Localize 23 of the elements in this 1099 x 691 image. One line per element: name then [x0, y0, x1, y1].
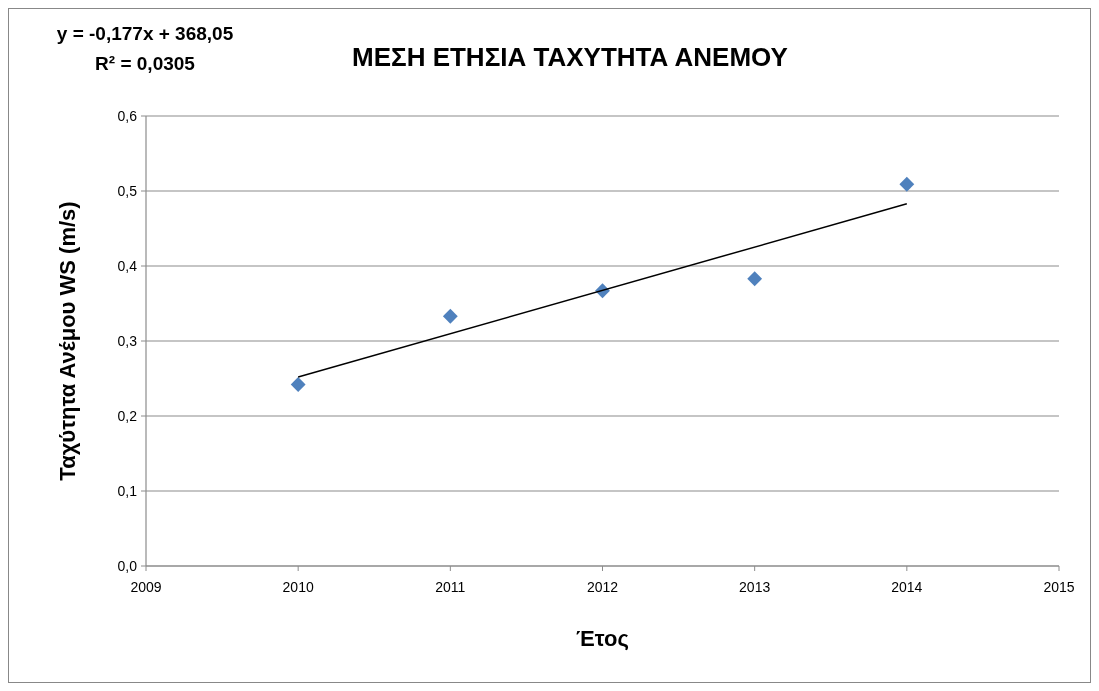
x-tick-label: 2014	[891, 579, 923, 595]
point	[747, 271, 763, 287]
x-tick-label: 2011	[435, 579, 466, 595]
x-tick-label: 2009	[130, 579, 162, 595]
y-tick-label: 0,4	[117, 257, 138, 274]
x-tick-label: 2012	[586, 579, 619, 595]
text: R² = 0,0305	[95, 53, 196, 74]
y-tick-label: 0,5	[117, 182, 138, 199]
y-tick-label: 0,1	[117, 482, 138, 499]
chart-title: ΜΕΣΗ ΕΤΗΣΙΑ ΤΑΧΥΤΗΤΑ ΑΝΕΜΟΥ	[352, 42, 788, 72]
x-tick-label: 2015	[1043, 579, 1075, 595]
y-tick-label: 0,2	[117, 407, 138, 424]
point	[290, 377, 306, 392]
y-axis-title: Ταχύτητα Ανέμου WS (m/s)	[55, 201, 80, 481]
y-tick-label: 0,0	[117, 557, 138, 574]
x-tick-label: 2013	[739, 579, 771, 595]
point	[442, 308, 458, 324]
x-tick-label: 2010	[282, 579, 314, 595]
y-tick-label: 0,6	[117, 107, 138, 124]
text: y = -0,177x + 368,05	[56, 23, 234, 44]
point	[899, 176, 915, 192]
y-tick-label: 0,3	[117, 332, 138, 349]
x-axis-title: Έτος	[576, 626, 629, 651]
